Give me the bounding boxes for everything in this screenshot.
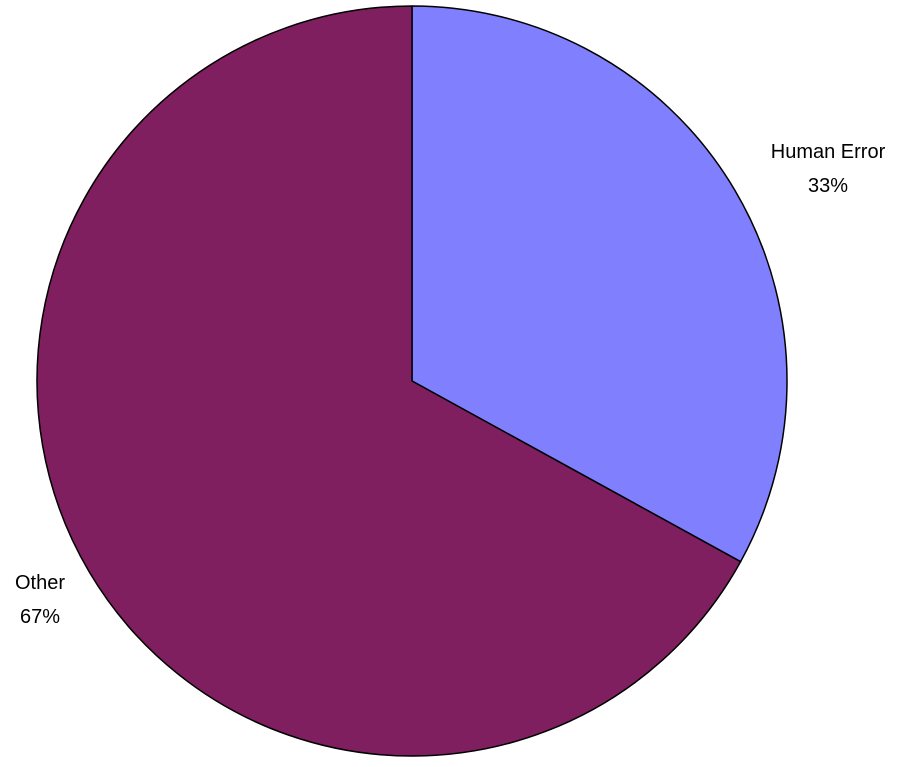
pie-slice-human-error [411,5,788,563]
labels-layer: Human Error 33% Other 67% [15,141,886,628]
slice-value-label-human-error: 33% [808,175,848,197]
slice-value-label-other: 67% [20,606,60,628]
slice-label-other: Other [15,572,65,594]
pie-slice-other [36,5,742,757]
slices-layer [36,5,788,757]
slice-label-human-error: Human Error [771,141,886,163]
